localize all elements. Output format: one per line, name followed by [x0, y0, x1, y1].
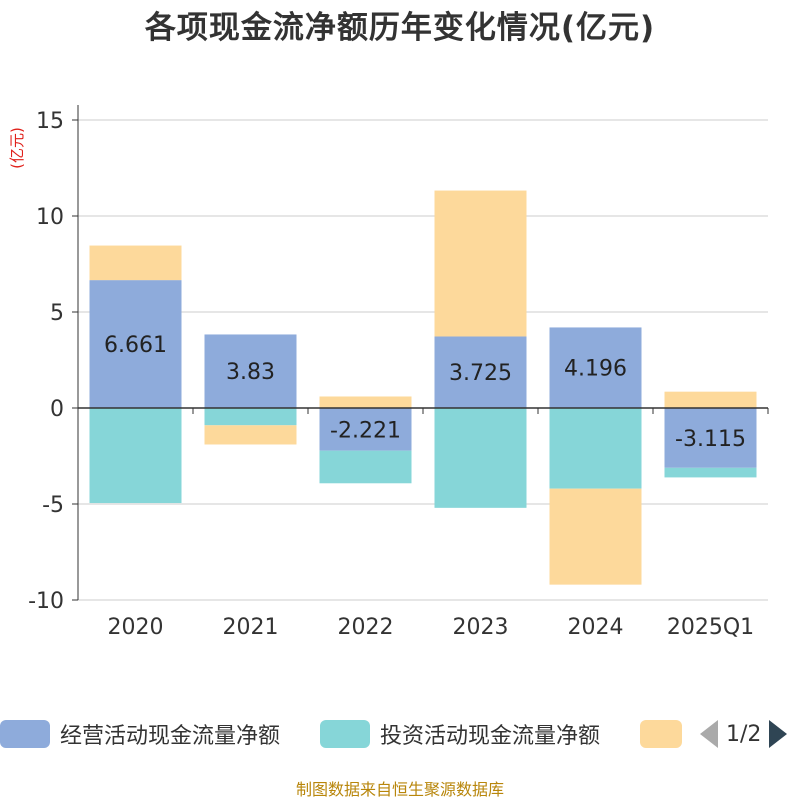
legend-swatch-investing [320, 720, 370, 748]
y-tick-label: -10 [28, 589, 64, 614]
bar-investing [549, 408, 642, 489]
legend-swatch-operating [0, 720, 50, 748]
legend-pager: 1/2 [700, 716, 788, 752]
chart-title: 各项现金流净额历年变化情况(亿元) [144, 10, 656, 46]
bar-financing [204, 425, 297, 445]
bar-operating [319, 408, 412, 451]
y-axis-label: (亿元) [8, 127, 26, 169]
data-label: 6.661 [104, 333, 167, 358]
bar-financing [549, 488, 642, 585]
legend-page-indicator: 1/2 [726, 721, 762, 747]
bar-operating [434, 336, 527, 408]
legend-prev-icon[interactable] [700, 720, 718, 748]
y-tick-label: 15 [36, 109, 64, 134]
bar-financing [319, 396, 412, 408]
legend-swatch-financing [640, 720, 682, 748]
source-note: 制图数据来自恒生聚源数据库 [295, 780, 504, 799]
bar-financing [434, 190, 527, 337]
y-tick-label: -5 [42, 493, 64, 518]
legend-next-icon[interactable] [769, 720, 788, 748]
bar-investing [89, 408, 182, 504]
bar-financing [664, 391, 757, 408]
x-tick-label: 2024 [568, 615, 624, 640]
legend-label-investing: 投资活动现金流量净额 [380, 724, 601, 749]
data-label: 3.725 [449, 361, 512, 386]
bar-investing [319, 450, 412, 484]
data-label: 4.196 [564, 357, 627, 382]
y-tick-label: 5 [50, 301, 64, 326]
bar-financing [89, 245, 182, 281]
bar-investing [434, 408, 527, 508]
data-label: -3.115 [675, 427, 746, 452]
x-tick-label: 2020 [108, 615, 164, 640]
data-label: 3.83 [226, 360, 275, 385]
legend-label-operating: 经营活动现金流量净额 [60, 724, 281, 749]
bar-investing [664, 467, 757, 478]
data-label: -2.221 [330, 418, 401, 443]
bar-operating [549, 327, 642, 408]
y-tick-label: 0 [50, 397, 64, 422]
bar-investing [204, 408, 297, 426]
chart-canvas: -10 -5 0 5 10 15 (亿元) 6.661 3.83 -2.221 3.725 4.196… [8, 105, 769, 640]
bar-operating [664, 408, 757, 468]
legend-item-financing[interactable] [640, 716, 692, 752]
x-tick-label: 2023 [453, 615, 509, 640]
legend-item-investing[interactable]: 投资活动现金流量净额 [320, 716, 600, 752]
y-tick-label: 10 [36, 205, 64, 230]
x-tick-label: 2025Q1 [667, 615, 754, 640]
bar-operating [89, 280, 182, 408]
legend-item-operating[interactable]: 经营活动现金流量净额 [0, 716, 280, 752]
bar-operating [204, 334, 297, 408]
x-tick-label: 2022 [338, 615, 394, 640]
x-tick-label: 2021 [223, 615, 279, 640]
